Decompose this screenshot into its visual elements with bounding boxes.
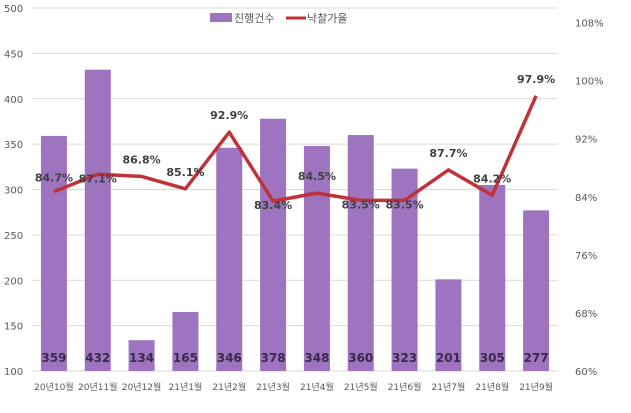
bar bbox=[391, 168, 418, 371]
y-left-tick-label: 450 bbox=[4, 49, 23, 60]
y-right-tick-label: 84% bbox=[575, 193, 597, 204]
x-tick-label: 21년9월 bbox=[519, 381, 553, 393]
y-right-tick-label: 76% bbox=[575, 251, 597, 262]
x-tick-label: 21년7월 bbox=[432, 381, 466, 393]
bar bbox=[303, 145, 330, 371]
line-data-label: 86.8% bbox=[122, 153, 160, 166]
x-tick-label: 20년12월 bbox=[122, 381, 161, 393]
x-tick-label: 21년5월 bbox=[344, 381, 378, 393]
bar-data-label: 348 bbox=[304, 351, 329, 365]
x-tick-label: 20년11월 bbox=[78, 381, 117, 393]
legend-bar-swatch bbox=[210, 13, 232, 22]
bar-data-label: 360 bbox=[348, 351, 373, 365]
y-left-tick-label: 350 bbox=[4, 140, 23, 151]
y-left-tick-label: 150 bbox=[4, 322, 23, 333]
y-left-tick-label: 100 bbox=[4, 367, 23, 378]
line-data-label: 84.2% bbox=[473, 172, 511, 185]
bar bbox=[128, 340, 155, 371]
x-tick-label: 20년10월 bbox=[34, 381, 73, 393]
bar bbox=[479, 184, 506, 371]
y-right-tick-label: 60% bbox=[575, 367, 597, 378]
y-left-tick-label: 300 bbox=[4, 186, 23, 197]
y-left-tick-label: 200 bbox=[4, 276, 23, 287]
y-left-tick-label: 250 bbox=[4, 231, 23, 242]
bar-data-label: 359 bbox=[41, 351, 66, 365]
legend-bar-label: 진행건수 bbox=[234, 12, 274, 25]
line-data-label: 83.5% bbox=[385, 198, 423, 211]
y-left-tick-label: 500 bbox=[4, 4, 23, 15]
bar bbox=[435, 279, 462, 371]
line-data-label: 87.7% bbox=[429, 147, 467, 160]
x-tick-label: 21년1월 bbox=[169, 381, 203, 393]
bar bbox=[40, 135, 67, 371]
legend-line-label: 낙찰가율 bbox=[307, 12, 347, 25]
line-series bbox=[53, 95, 538, 203]
bar bbox=[523, 210, 550, 371]
line-data-label: 83.5% bbox=[342, 198, 380, 211]
line-data-label: 83.4% bbox=[254, 199, 292, 212]
x-tick-label: 21년8월 bbox=[475, 381, 509, 393]
bar-data-label: 165 bbox=[173, 351, 198, 365]
y-right-tick-label: 108% bbox=[575, 19, 604, 30]
bar-data-label: 305 bbox=[480, 351, 505, 365]
bar bbox=[347, 135, 374, 371]
line-data-label: 87.1% bbox=[79, 172, 117, 185]
x-tick-label: 21년3월 bbox=[256, 381, 290, 393]
y-right-tick-label: 68% bbox=[575, 309, 597, 320]
bar bbox=[172, 312, 199, 371]
line-data-label: 85.1% bbox=[166, 166, 204, 179]
bar-data-label: 346 bbox=[217, 351, 242, 365]
bar-data-label: 378 bbox=[261, 351, 286, 365]
y-left-tick-label: 400 bbox=[4, 95, 23, 106]
x-tick-label: 21년4월 bbox=[300, 381, 334, 393]
bar-data-label: 277 bbox=[524, 351, 549, 365]
line-data-label: 84.7% bbox=[35, 172, 73, 185]
bar bbox=[216, 147, 243, 371]
line-data-label: 92.9% bbox=[210, 109, 248, 122]
bar-data-label: 323 bbox=[392, 351, 417, 365]
bar-data-label: 201 bbox=[436, 351, 461, 365]
bar bbox=[84, 69, 111, 372]
bar-data-label: 432 bbox=[85, 351, 110, 365]
bar-data-label: 134 bbox=[129, 351, 154, 365]
bar bbox=[260, 118, 287, 371]
x-tick-label: 21년2월 bbox=[212, 381, 246, 393]
y-right-tick-label: 92% bbox=[575, 135, 597, 146]
line-data-label: 97.9% bbox=[517, 73, 555, 86]
line-data-label: 84.5% bbox=[298, 170, 336, 183]
y-right-tick-label: 100% bbox=[575, 77, 604, 88]
x-tick-label: 21년6월 bbox=[388, 381, 422, 393]
